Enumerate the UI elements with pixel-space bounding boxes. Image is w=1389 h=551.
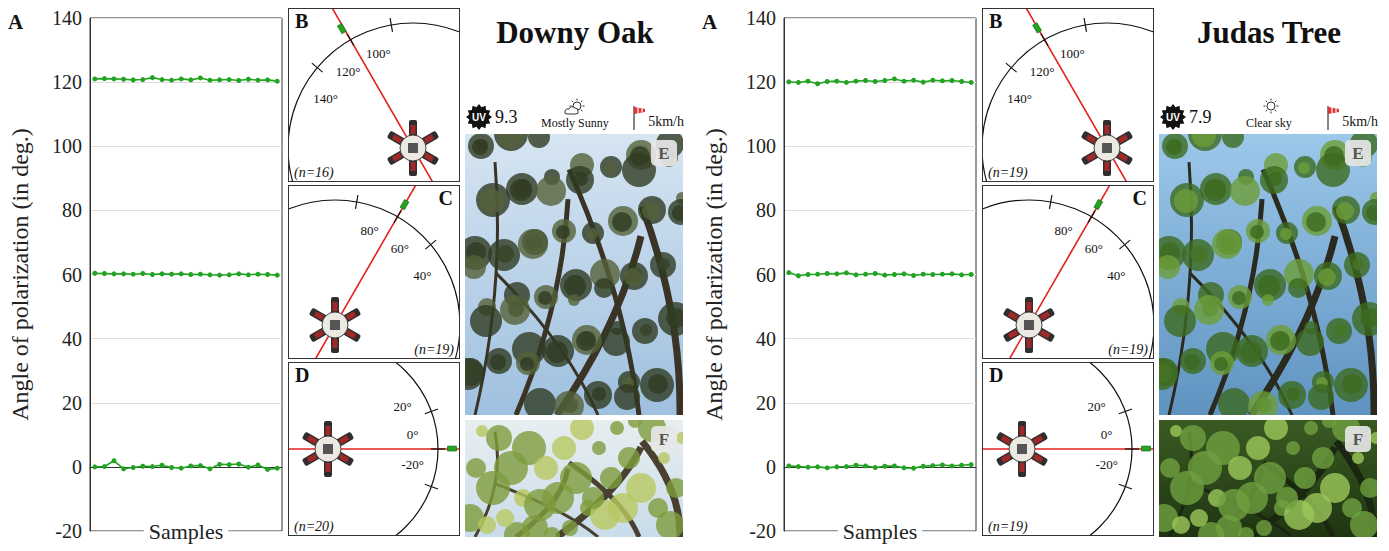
svg-text:Samples: Samples xyxy=(149,519,224,544)
html-text:Judas Tree: Judas Tree xyxy=(1197,15,1341,50)
svg-text:100: 100 xyxy=(52,135,82,157)
svg-text:40°: 40° xyxy=(413,268,431,283)
svg-text:140: 140 xyxy=(746,7,776,29)
svg-text:(n=16): (n=16) xyxy=(294,165,334,181)
svg-text:20: 20 xyxy=(62,392,82,414)
svg-text:60: 60 xyxy=(756,264,776,286)
svg-text:120: 120 xyxy=(52,71,82,93)
svg-text:0: 0 xyxy=(766,456,776,478)
html-text:A: A xyxy=(702,10,718,34)
html-text:Clear sky: Clear sky xyxy=(1246,116,1292,130)
svg-text:(n=19): (n=19) xyxy=(414,342,454,358)
svg-text:D: D xyxy=(295,364,309,386)
svg-text:E: E xyxy=(658,144,669,163)
svg-text:-20: -20 xyxy=(55,520,82,542)
svg-text:(n=19): (n=19) xyxy=(1108,342,1148,358)
svg-text:0°: 0° xyxy=(407,427,419,442)
svg-text:F: F xyxy=(659,430,669,449)
svg-text:20°: 20° xyxy=(393,399,411,414)
svg-text:0: 0 xyxy=(72,456,82,478)
html-text:5km/h: 5km/h xyxy=(1342,114,1378,129)
svg-text:40: 40 xyxy=(62,328,82,350)
svg-text:120°: 120° xyxy=(1030,64,1055,79)
svg-text:-20°: -20° xyxy=(401,457,424,472)
svg-text:100: 100 xyxy=(746,135,776,157)
svg-text:80°: 80° xyxy=(1054,223,1072,238)
svg-text:F: F xyxy=(1353,430,1363,449)
svg-text:120°: 120° xyxy=(336,64,361,79)
svg-text:(n=19): (n=19) xyxy=(988,165,1028,181)
svg-text:140°: 140° xyxy=(1007,91,1032,106)
svg-text:120: 120 xyxy=(746,71,776,93)
svg-text:140: 140 xyxy=(52,7,82,29)
svg-text:Angle of polarization (in deg.: Angle of polarization (in deg.) xyxy=(701,128,727,421)
svg-text:E: E xyxy=(1352,144,1363,163)
svg-text:B: B xyxy=(989,10,1002,32)
svg-text:-20°: -20° xyxy=(1095,457,1118,472)
svg-text:C: C xyxy=(1133,187,1147,209)
html-text:A: A xyxy=(8,10,24,34)
svg-text:80: 80 xyxy=(756,199,776,221)
svg-text:40: 40 xyxy=(756,328,776,350)
svg-text:60: 60 xyxy=(62,264,82,286)
svg-text:100°: 100° xyxy=(1060,46,1085,61)
svg-text:UV: UV xyxy=(472,112,486,123)
svg-text:0°: 0° xyxy=(1101,427,1113,442)
html-text:7.9: 7.9 xyxy=(1189,106,1212,127)
svg-text:60°: 60° xyxy=(391,241,409,256)
svg-text:UV: UV xyxy=(1166,112,1180,123)
svg-text:140°: 140° xyxy=(313,91,338,106)
svg-text:100°: 100° xyxy=(366,46,391,61)
svg-text:B: B xyxy=(295,10,308,32)
svg-text:Angle of polarization (in deg.: Angle of polarization (in deg.) xyxy=(7,128,33,421)
svg-text:(n=20): (n=20) xyxy=(294,519,334,535)
html-text:5km/h: 5km/h xyxy=(648,114,684,129)
svg-text:40°: 40° xyxy=(1107,268,1125,283)
html-text:9.3: 9.3 xyxy=(495,106,518,127)
svg-text:C: C xyxy=(439,187,453,209)
svg-text:D: D xyxy=(989,364,1003,386)
svg-text:Samples: Samples xyxy=(843,519,918,544)
svg-text:-20: -20 xyxy=(749,520,776,542)
svg-text:80: 80 xyxy=(62,199,82,221)
svg-text:80°: 80° xyxy=(360,223,378,238)
svg-text:60°: 60° xyxy=(1085,241,1103,256)
svg-text:20°: 20° xyxy=(1087,399,1105,414)
html-text:Mostly Sunny: Mostly Sunny xyxy=(541,116,609,130)
svg-text:(n=19): (n=19) xyxy=(988,519,1028,535)
html-text:Downy Oak: Downy Oak xyxy=(496,15,654,50)
svg-text:20: 20 xyxy=(756,392,776,414)
